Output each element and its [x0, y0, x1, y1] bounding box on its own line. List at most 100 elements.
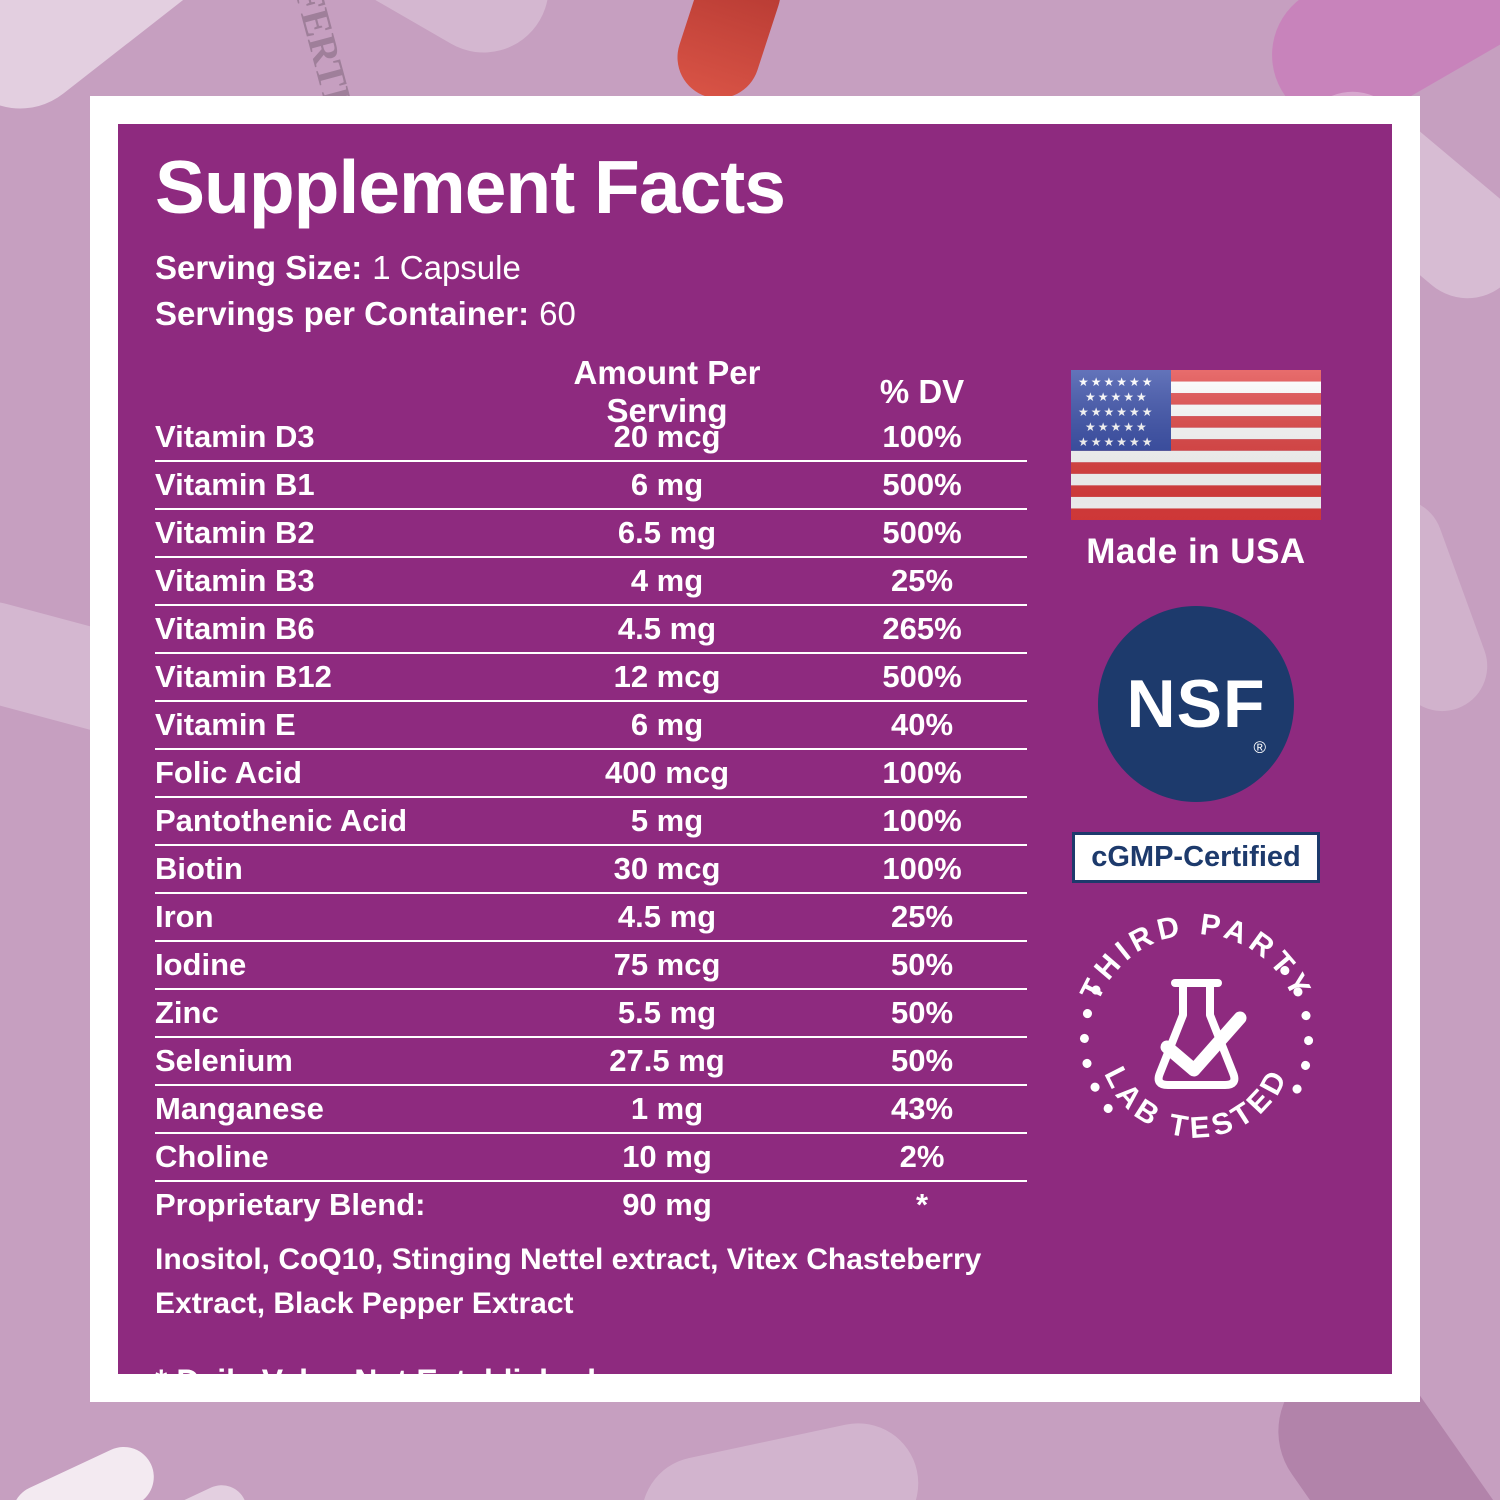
proprietary-blend-ingredients: Inositol, CoQ10, Stinging Nettel extract… — [155, 1243, 982, 1320]
nutrient-daily-value: 100% — [882, 803, 962, 839]
nutrient-name: Vitamin B12 — [155, 659, 332, 695]
serving-size-label: Serving Size: — [155, 249, 363, 286]
capsule-decoration — [2, 1437, 164, 1500]
nutrient-amount: 30 mcg — [613, 851, 721, 887]
table-row: Iodine 75 mcg 50% — [155, 942, 1027, 991]
serving-size-value: 1 Capsule — [372, 249, 521, 286]
nutrient-daily-value: 500% — [882, 659, 962, 695]
table-row: Vitamin B6 4.5 mg 265% — [155, 606, 1027, 655]
nutrient-amount: 20 mcg — [613, 419, 721, 455]
nutrient-name: Selenium — [155, 1043, 293, 1079]
nutrient-daily-value: 50% — [890, 995, 954, 1031]
facts-column: Supplement Facts Serving Size: 1 Capsule … — [155, 150, 1027, 1400]
nutrient-daily-value: 25% — [890, 899, 954, 935]
nutrient-name: Vitamin B2 — [155, 515, 315, 551]
capsule-decoration — [630, 1412, 930, 1500]
nutrient-daily-value: 500% — [882, 515, 962, 551]
nutrient-daily-value: 40% — [890, 707, 954, 743]
nutrient-daily-value: 43% — [890, 1091, 954, 1127]
table-row: Biotin 30 mcg 100% — [155, 846, 1027, 895]
nutrient-name: Manganese — [155, 1091, 324, 1127]
nutrient-amount: 4 mg — [630, 563, 704, 599]
col-header-amount: Amount Per Serving — [573, 354, 761, 430]
nutrient-amount: 27.5 mg — [609, 1043, 725, 1079]
made-in-usa-label: Made in USA — [1086, 532, 1306, 571]
nutrient-amount: 400 mcg — [604, 755, 730, 791]
nutrient-name: Vitamin D3 — [155, 419, 315, 455]
red-capsule-decoration — [666, 0, 792, 109]
third-party-lab-tested-badge: THIRD PARTY LAB TESTED — [1074, 908, 1318, 1145]
table-row: Zinc 5.5 mg 50% — [155, 990, 1027, 1039]
nutrient-name: Folic Acid — [155, 755, 302, 791]
nutrient-amount: 10 mg — [622, 1139, 712, 1175]
table-row: Vitamin D3 20 mcg 100% — [155, 414, 1027, 463]
table-row: Vitamin E 6 mg 40% — [155, 702, 1027, 751]
table-row: Manganese 1 mg 43% — [155, 1086, 1027, 1135]
nutrient-amount: 6 mg — [630, 707, 704, 743]
nutrient-amount: 5.5 mg — [617, 995, 717, 1031]
dotted-ring-left — [1079, 966, 1113, 1113]
nutrient-daily-value: 50% — [890, 1043, 954, 1079]
dotted-ring-right — [1279, 966, 1313, 1113]
nutrient-daily-value: 100% — [882, 755, 962, 791]
nutrient-amount: 4.5 mg — [617, 899, 717, 935]
table-row: Vitamin B1 6 mg 500% — [155, 462, 1027, 511]
nutrient-name: Proprietary Blend: — [155, 1187, 426, 1223]
col-header-dv: % DV — [879, 373, 965, 411]
nutrient-amount: 75 mcg — [613, 947, 721, 983]
nutrient-amount: 6.5 mg — [617, 515, 717, 551]
nutrient-daily-value: 2% — [899, 1139, 945, 1175]
nutrient-name: Iodine — [155, 947, 247, 983]
nutrient-name: Vitamin B1 — [155, 467, 315, 503]
table-row: Iron 4.5 mg 25% — [155, 894, 1027, 943]
table-row: Choline 10 mg 2% — [155, 1134, 1027, 1183]
servings-per-container-line: Servings per Container: 60 — [155, 291, 1027, 337]
cgmp-certified-badge: cGMP-Certified — [1072, 832, 1320, 883]
nsf-badge: NSF ® — [1098, 606, 1294, 802]
table-header-row: Amount Per Serving % DV — [155, 354, 1027, 429]
nutrient-name: Zinc — [155, 995, 219, 1031]
nutrient-name: Pantothenic Acid — [155, 803, 408, 839]
table-row: Folic Acid 400 mcg 100% — [155, 750, 1027, 799]
nutrient-daily-value: 500% — [882, 467, 962, 503]
nutrient-amount: 1 mg — [630, 1091, 704, 1127]
nutrient-daily-value: 50% — [890, 947, 954, 983]
table-row: Selenium 27.5 mg 50% — [155, 1038, 1027, 1087]
table-row: Vitamin B3 4 mg 25% — [155, 558, 1027, 607]
nutrient-daily-value: * — [915, 1187, 929, 1223]
usa-flag-icon: ★★★★★★ ★★★★★ ★★★★★★ ★★★★★ ★★★★★★ — [1071, 370, 1321, 520]
nsf-label: NSF — [1126, 666, 1266, 742]
nutrient-amount: 4.5 mg — [617, 611, 717, 647]
table-row: Pantothenic Acid 5 mg 100% — [155, 798, 1027, 847]
nutrient-daily-value: 100% — [882, 419, 962, 455]
lab-flask-icon — [1154, 979, 1246, 1089]
table-row: Proprietary Blend: 90 mg * — [155, 1182, 1027, 1228]
daily-value-footnote: * Daily Value Not Established — [155, 1363, 597, 1400]
third-party-label: THIRD PARTY — [1074, 908, 1313, 1005]
nutrient-amount: 5 mg — [630, 803, 704, 839]
servings-per-container-label: Servings per Container: — [155, 294, 530, 332]
nutrient-name: Vitamin E — [155, 707, 296, 743]
nutrient-name: Choline — [155, 1139, 269, 1175]
svg-text:THIRD PARTY: THIRD PARTY — [1074, 908, 1318, 1005]
servings-per-container-value: 60 — [539, 294, 576, 332]
nutrient-amount: 12 mcg — [613, 659, 721, 695]
nutrient-daily-value: 100% — [882, 851, 962, 887]
nutrient-amount: 6 mg — [630, 467, 704, 503]
nutrient-daily-value: 265% — [882, 611, 962, 647]
nutrient-name: Vitamin B3 — [155, 563, 315, 599]
label-frame: Supplement Facts Serving Size: 1 Capsule … — [90, 96, 1420, 1402]
supplement-facts-panel: Supplement Facts Serving Size: 1 Capsule … — [118, 124, 1392, 1399]
supplement-table: Amount Per Serving % DV Vitamin D3 20 mc… — [155, 354, 1027, 1228]
nutrient-name: Iron — [155, 899, 214, 935]
certification-column: ★★★★★★ ★★★★★ ★★★★★★ ★★★★★ ★★★★★★ Made in… — [1063, 370, 1329, 1172]
table-row: Vitamin B2 6.5 mg 500% — [155, 510, 1027, 559]
nutrient-name: Biotin — [155, 851, 243, 887]
nutrient-amount: 90 mg — [622, 1187, 712, 1223]
table-body: Vitamin D3 20 mcg 100% Vitamin B1 6 mg 5… — [155, 414, 1027, 1228]
nutrient-name: Vitamin B6 — [155, 611, 315, 647]
registered-trademark-icon: ® — [1253, 738, 1266, 757]
nutrient-daily-value: 25% — [890, 563, 954, 599]
serving-size-line: Serving Size: 1 Capsule — [155, 245, 1027, 291]
